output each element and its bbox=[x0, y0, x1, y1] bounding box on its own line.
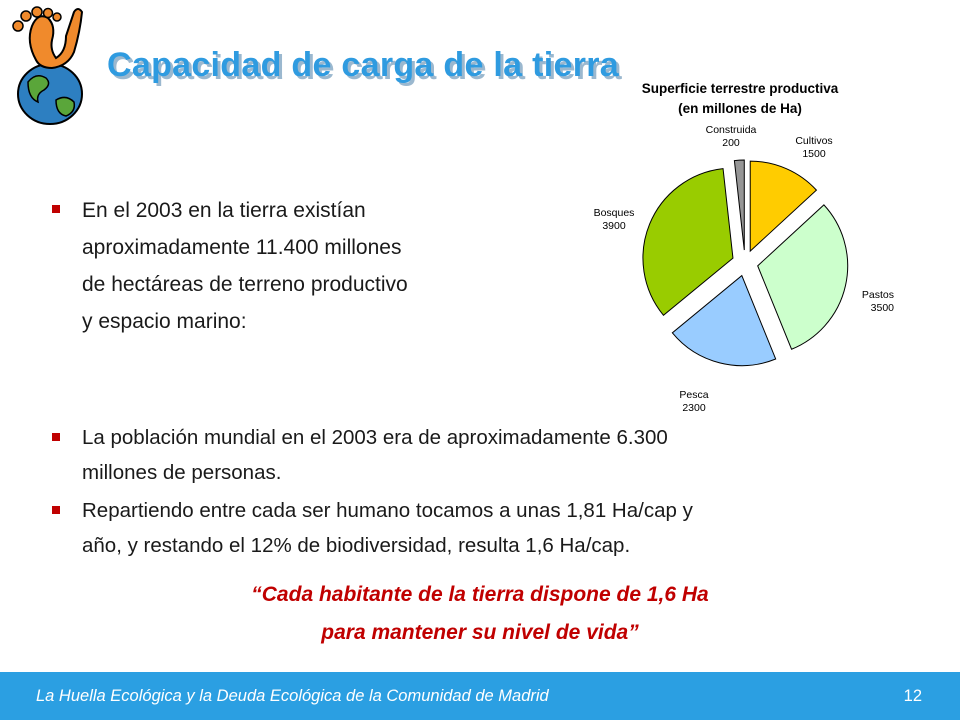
pie-label-construida: Construida bbox=[706, 124, 757, 136]
bullet-list-top: En el 2003 en la tierra existían aproxima… bbox=[48, 192, 518, 340]
quote-line-2: para mantener su nivel de vida” bbox=[321, 621, 639, 644]
pie-label-cultivos: Cultivos bbox=[795, 135, 832, 147]
bullet-list-bottom: La población mundial en el 2003 era de a… bbox=[48, 420, 908, 566]
pie-slice-construida bbox=[733, 159, 745, 251]
pie-value-pastos: 3500 bbox=[871, 302, 895, 314]
pie-label-pesca: Pesca bbox=[679, 389, 708, 401]
bullet-text-line: millones de personas. bbox=[82, 461, 282, 484]
page-number: 12 bbox=[903, 687, 922, 705]
pie-chart: Superficie terrestre productiva (en mill… bbox=[594, 81, 895, 414]
pie-slice-bosques bbox=[642, 168, 734, 317]
footer-text: La Huella Ecológica y la Deuda Ecológica… bbox=[36, 687, 549, 705]
pie-value-bosques: 3900 bbox=[602, 220, 626, 232]
pie-label-pastos: Pastos bbox=[862, 289, 894, 301]
pie-slice-cultivos bbox=[749, 160, 818, 253]
chart-subtitle: (en millones de Ha) bbox=[678, 101, 802, 116]
page-title: Capacidad de carga de la tierra bbox=[107, 46, 619, 84]
bullet-text-line: y espacio marino: bbox=[82, 310, 247, 333]
pie-value-pesca: 2300 bbox=[682, 402, 706, 414]
pie-value-construida: 200 bbox=[722, 137, 740, 149]
earth-footprint-icon bbox=[12, 6, 84, 125]
highlight-quote: “Cada habitante de la tierra dispone de … bbox=[0, 576, 960, 652]
pie-label-bosques: Bosques bbox=[594, 207, 635, 219]
quote-line-1: “Cada habitante de la tierra dispone de … bbox=[251, 583, 709, 606]
bullet-item: Repartiendo entre cada ser humano tocamo… bbox=[48, 493, 908, 563]
bullet-text-line: La población mundial en el 2003 era de a… bbox=[82, 426, 668, 449]
bullet-text-line: En el 2003 en la tierra existían bbox=[82, 199, 366, 222]
bullet-text-line: de hectáreas de terreno productivo bbox=[82, 273, 408, 296]
bullet-item: En el 2003 en la tierra existían aproxima… bbox=[48, 192, 518, 340]
pie-slice-pastos bbox=[757, 204, 849, 350]
bullet-text-line: Repartiendo entre cada ser humano tocamo… bbox=[82, 499, 693, 522]
footer-bar: La Huella Ecológica y la Deuda Ecológica… bbox=[0, 672, 960, 720]
chart-title: Superficie terrestre productiva bbox=[642, 81, 839, 96]
bullet-text-line: año, y restando el 12% de biodiversidad,… bbox=[82, 534, 631, 557]
pie-value-cultivos: 1500 bbox=[802, 148, 826, 160]
bullet-item: La población mundial en el 2003 era de a… bbox=[48, 420, 908, 490]
pie-slice-pesca bbox=[671, 274, 777, 367]
bullet-text-line: aproximadamente 11.400 millones bbox=[82, 236, 402, 259]
